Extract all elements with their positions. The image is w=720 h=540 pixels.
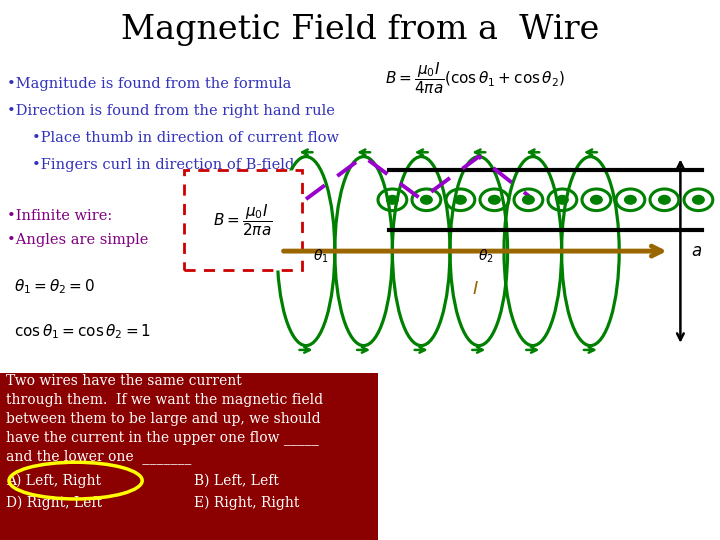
Circle shape — [420, 195, 432, 204]
Text: between them to be large and up, we should: between them to be large and up, we shou… — [6, 411, 320, 426]
Text: through them.  If we want the magnetic field: through them. If we want the magnetic fi… — [6, 393, 323, 407]
Circle shape — [659, 195, 670, 204]
Circle shape — [625, 195, 636, 204]
Circle shape — [693, 195, 704, 204]
FancyBboxPatch shape — [184, 170, 302, 270]
Text: Magnetic Field from a  Wire: Magnetic Field from a Wire — [121, 14, 599, 46]
Text: A) Left, Right: A) Left, Right — [6, 474, 101, 488]
Text: D) Right, Left: D) Right, Left — [6, 496, 102, 510]
Text: $\theta_1 = \theta_2 = 0$: $\theta_1 = \theta_2 = 0$ — [14, 277, 96, 295]
Text: $I$: $I$ — [472, 280, 479, 298]
Text: Two wires have the same current: Two wires have the same current — [6, 374, 246, 388]
Text: •Infinite wire:: •Infinite wire: — [7, 209, 112, 223]
Circle shape — [454, 195, 466, 204]
Text: B) Left, Left: B) Left, Left — [194, 474, 279, 488]
Text: $a$: $a$ — [691, 242, 702, 260]
Text: •Place thumb in direction of current flow: •Place thumb in direction of current flo… — [32, 131, 339, 145]
Circle shape — [523, 195, 534, 204]
Text: •Angles are simple: •Angles are simple — [7, 233, 148, 247]
Text: and the lower one  _______: and the lower one _______ — [6, 449, 191, 464]
Circle shape — [387, 195, 398, 204]
Circle shape — [489, 195, 500, 204]
Text: •Direction is found from the right hand rule: •Direction is found from the right hand … — [7, 104, 335, 118]
Bar — [0, 373, 378, 540]
Text: $\cos\theta_1 = \cos\theta_2 = 1$: $\cos\theta_1 = \cos\theta_2 = 1$ — [14, 323, 151, 341]
Circle shape — [557, 195, 568, 204]
Text: $B = \dfrac{\mu_0 I}{4\pi a}\left(\cos\theta_1 + \cos\theta_2\right)$: $B = \dfrac{\mu_0 I}{4\pi a}\left(\cos\t… — [385, 60, 565, 96]
Text: $\theta_2$: $\theta_2$ — [478, 248, 494, 265]
Text: $B = \dfrac{\mu_0 I}{2\pi a}$: $B = \dfrac{\mu_0 I}{2\pi a}$ — [213, 202, 273, 238]
Text: E) Right, Right: E) Right, Right — [194, 496, 300, 510]
Circle shape — [590, 195, 602, 204]
Text: $\theta_1$: $\theta_1$ — [312, 248, 328, 265]
Text: have the current in the upper one flow _____: have the current in the upper one flow _… — [6, 430, 319, 445]
Text: •Fingers curl in direction of B-field: •Fingers curl in direction of B-field — [32, 158, 294, 172]
Text: •Magnitude is found from the formula: •Magnitude is found from the formula — [7, 77, 292, 91]
